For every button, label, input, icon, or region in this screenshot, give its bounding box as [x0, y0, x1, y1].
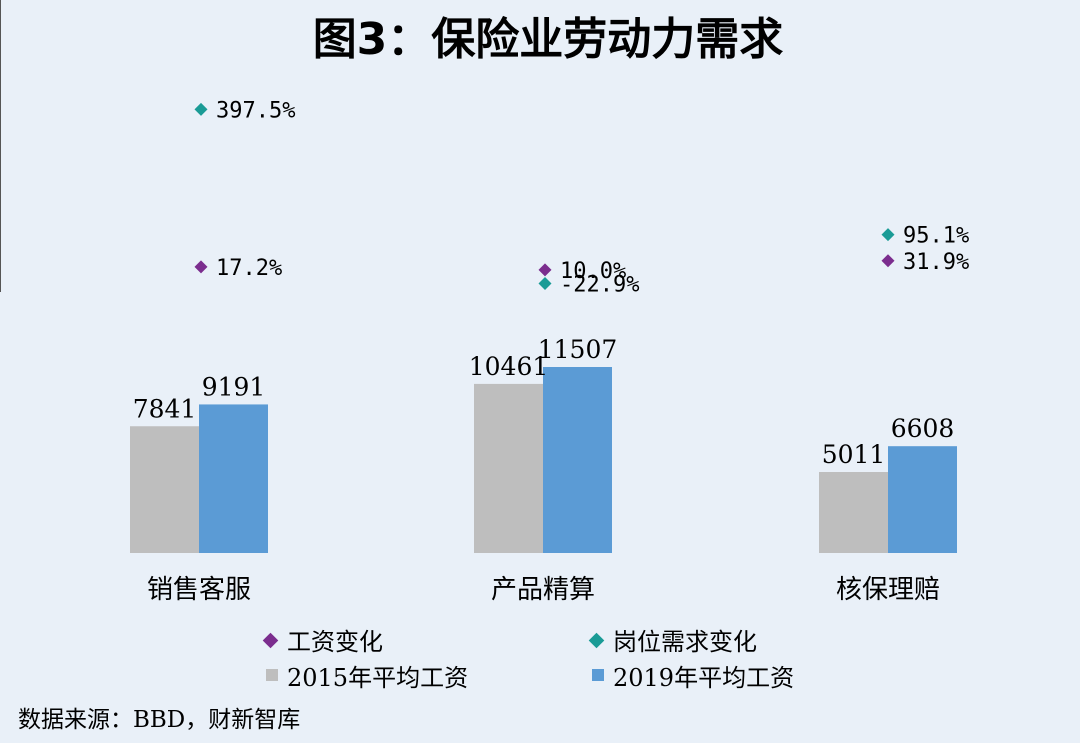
marker-label-salary-change-2: 10.0% [560, 259, 626, 284]
legend-demand-change-diamond [588, 632, 605, 649]
marker-demand-change-2 [538, 276, 552, 290]
marker-salary-change-1 [194, 260, 208, 274]
marker-salary-change-3 [881, 254, 895, 268]
source-note: 数据来源：BBD，财新智库 [18, 707, 300, 733]
bar-2015-1 [130, 426, 199, 553]
bar-value-label-2019-1: 9191 [202, 372, 266, 401]
bar-2019-1 [199, 404, 268, 553]
category-label-3: 核保理赔 [836, 575, 940, 605]
bars-layer [130, 367, 957, 553]
bar-2015-2 [474, 383, 543, 553]
chart-title: 图3：保险业劳动力需求 [313, 14, 784, 65]
legend-label-demand-change: 岗位需求变化 [613, 628, 757, 656]
marker-label-demand-change-2: -22.9% [560, 272, 639, 297]
legend-label-2019: 2019年平均工资 [613, 664, 794, 692]
marker-salary-change-2 [538, 263, 552, 277]
bar-value-label-2015-1: 7841 [133, 394, 197, 423]
legend-2019-swatch [592, 669, 604, 681]
bar-2015-3 [819, 472, 888, 553]
bar-value-label-2015-2: 10461 [469, 352, 549, 381]
bar-value-label-2015-3: 5011 [822, 440, 886, 469]
category-label-2: 产品精算 [491, 575, 595, 605]
bar-2019-2 [543, 367, 612, 553]
marker-demand-change-3 [881, 228, 895, 242]
category-label-1: 销售客服 [147, 575, 251, 605]
bar-value-label-2019-3: 6608 [891, 414, 955, 443]
marker-demand-change-1 [194, 102, 208, 116]
bar-value-label-2019-2: 11507 [538, 335, 618, 364]
marker-label-salary-change-1: 17.2% [216, 256, 282, 281]
markers-layer: 17.2% 10.0% 31.9% 397.5% -22.9% 95.1% [194, 98, 969, 297]
legend-label-2015: 2015年平均工资 [287, 664, 468, 692]
bar-2019-3 [888, 446, 957, 553]
marker-label-demand-change-1: 397.5% [216, 98, 295, 123]
marker-label-salary-change-3: 31.9% [903, 250, 969, 275]
legend-2015-swatch [266, 669, 278, 681]
legend-label-salary-change: 工资变化 [287, 628, 383, 656]
marker-label-demand-change-3: 95.1% [903, 224, 969, 249]
legend: 工资变化 岗位需求变化 2015年平均工资 2019年平均工资 [262, 628, 794, 692]
category-labels-layer: 销售客服 产品精算 核保理赔 [147, 575, 940, 605]
